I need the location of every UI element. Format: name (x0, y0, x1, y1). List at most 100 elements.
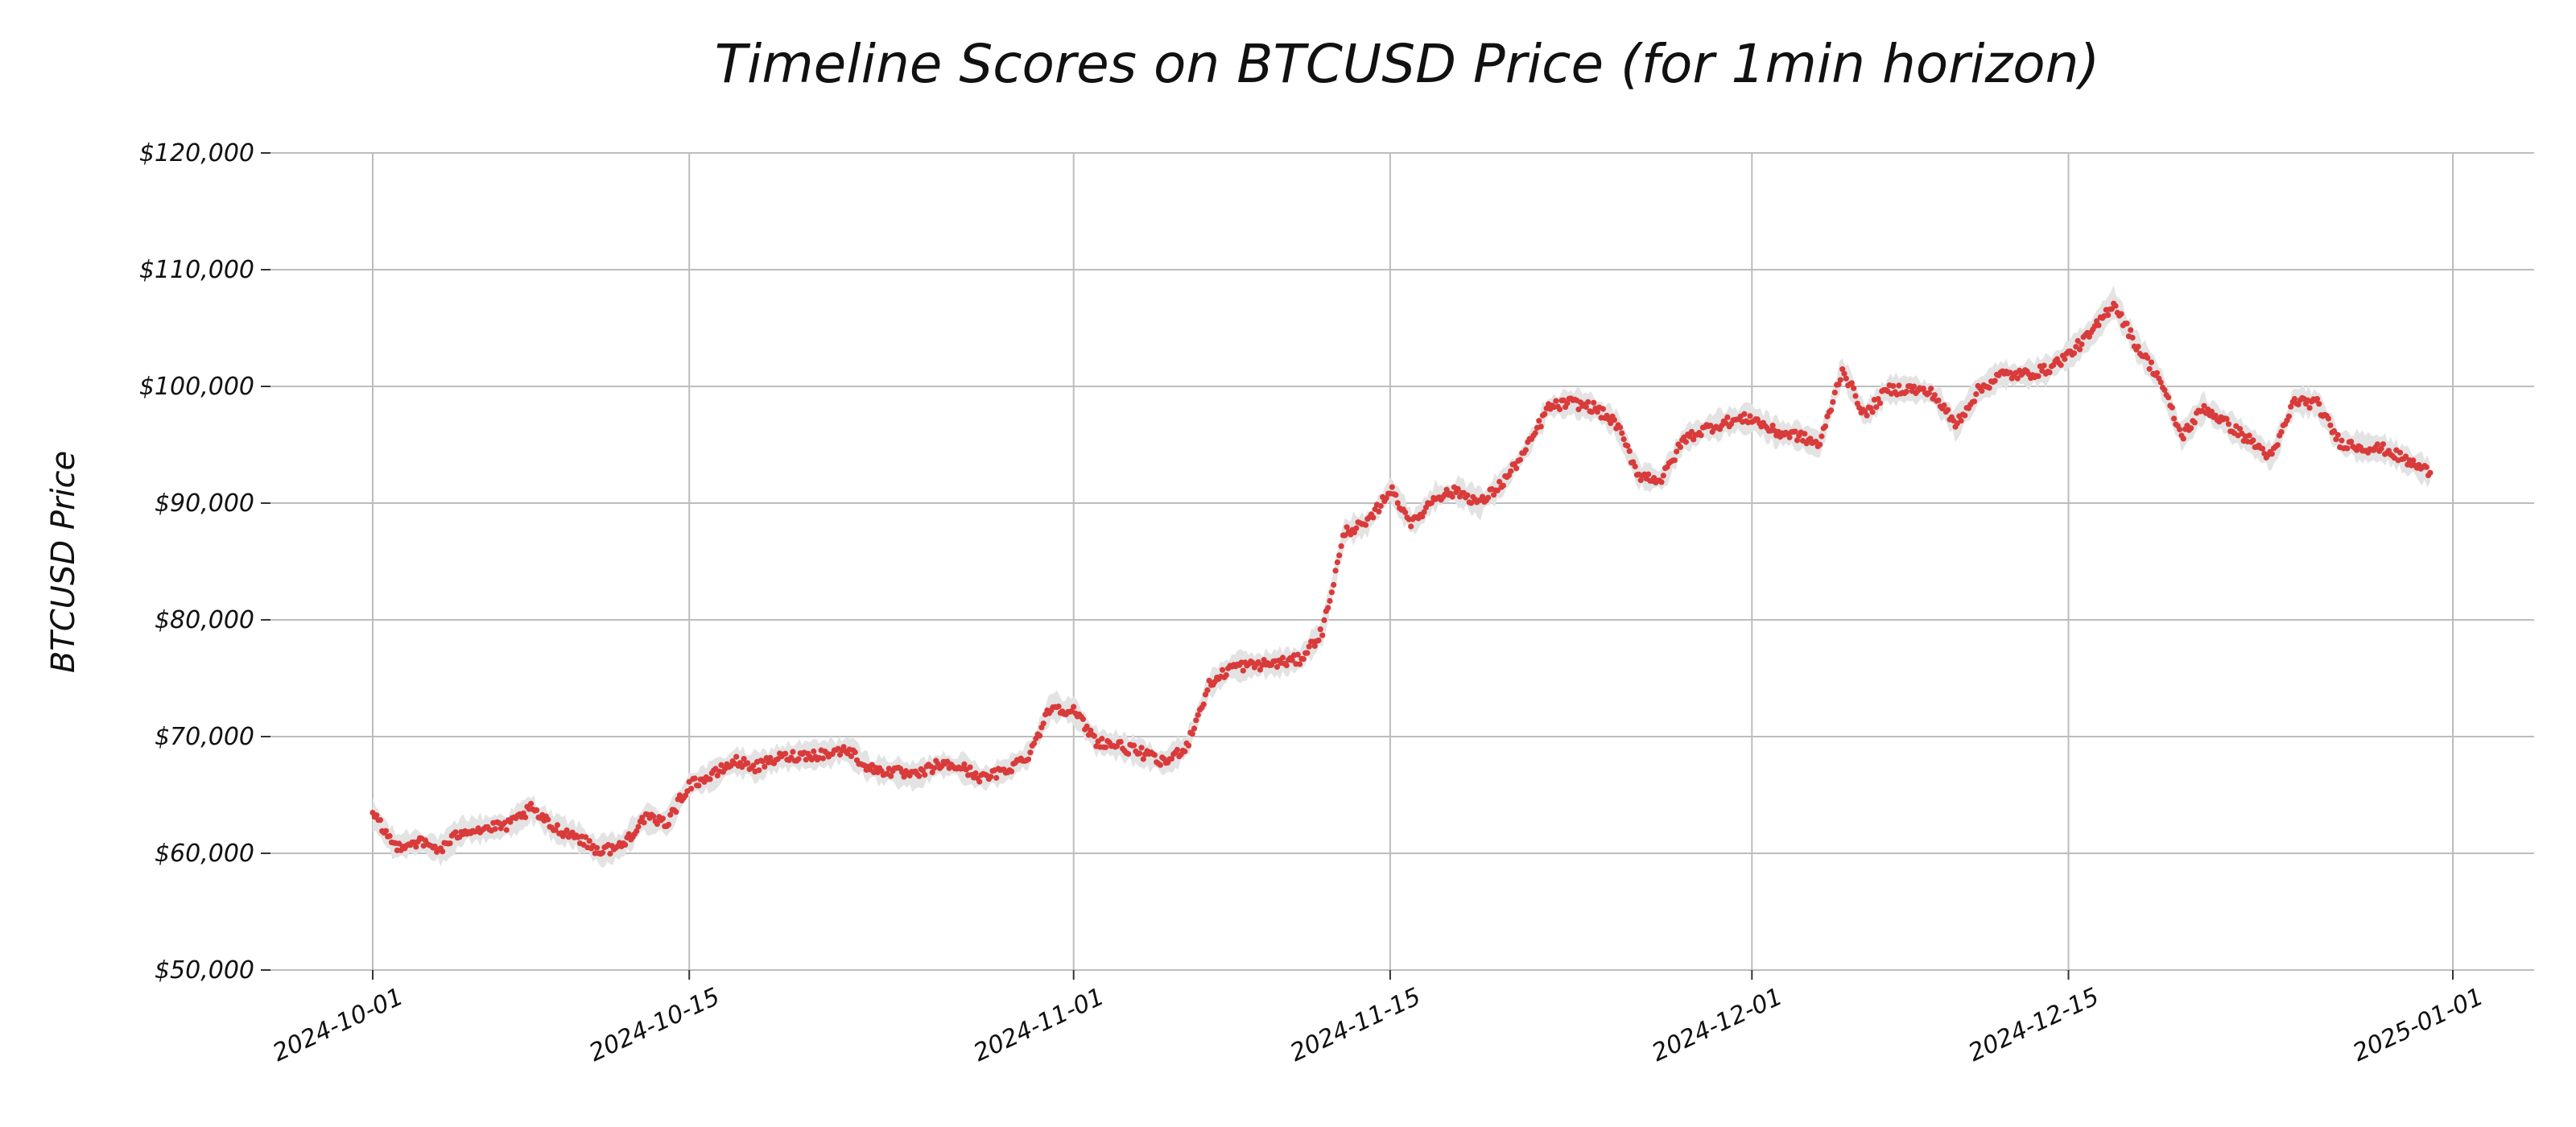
data-point (2201, 402, 2207, 409)
data-point-sample (2325, 415, 2332, 422)
x-tick-label: 2024-12-15 (1964, 983, 2103, 1067)
data-point-sample (600, 849, 606, 856)
data-point-sample (1383, 495, 1389, 502)
data-point-sample (2070, 350, 2078, 357)
data-point-sample (1362, 522, 1369, 528)
data-point-sample (2260, 445, 2266, 452)
data-point-sample (1848, 380, 1855, 386)
data-point-sample (2129, 334, 2136, 341)
data-point-sample (634, 828, 640, 834)
data-point-sample (1911, 383, 1918, 390)
data-point-sample (1283, 663, 1290, 669)
data-point-sample (2086, 333, 2092, 340)
data-point (1839, 366, 1846, 373)
data-point-sample (707, 776, 713, 782)
data-point-sample (1992, 378, 1998, 384)
data-point-sample (1941, 402, 1947, 409)
data-point-sample (1945, 407, 1951, 413)
data-point-sample (1831, 390, 1838, 396)
data-point-sample (795, 756, 802, 762)
data-point-sample (377, 817, 383, 824)
data-point-sample (976, 778, 983, 785)
data-point (2268, 451, 2275, 457)
data-point-sample (1823, 423, 1829, 430)
data-point-sample (1979, 388, 1985, 394)
data-point-sample (1294, 651, 1301, 658)
data-point-sample (1588, 409, 1595, 415)
data-point-sample (762, 763, 768, 770)
data-point-sample (1464, 492, 1471, 498)
data-point-sample (1962, 412, 1968, 419)
data-point (1206, 678, 1212, 684)
data-point (1455, 485, 1461, 493)
data-point-sample (741, 756, 747, 762)
data-point-sample (1408, 523, 1414, 530)
data-point-sample (386, 832, 393, 840)
data-point-sample (1926, 390, 1932, 396)
data-point-sample (2014, 375, 2021, 382)
data-point-sample (2058, 361, 2064, 369)
data-point-sample (1191, 725, 1198, 732)
data-point-sample (1536, 418, 1542, 424)
x-tick-label: 2024-10-15 (585, 983, 724, 1067)
data-point-sample (1317, 626, 1323, 633)
data-point-sample (1698, 432, 1704, 439)
data-point-sample (1971, 398, 1978, 405)
data-point-sample (2124, 320, 2130, 327)
data-point-sample (811, 748, 817, 755)
data-point-sample (2396, 449, 2404, 456)
data-point-sample (654, 821, 661, 828)
data-point-sample (1837, 377, 1843, 383)
data-point-sample (2306, 405, 2313, 411)
data-point-sample (1174, 746, 1180, 753)
data-point-sample (2077, 346, 2083, 353)
data-point-sample (852, 749, 858, 756)
data-point-sample (1389, 484, 1395, 490)
data-point-sample (2423, 464, 2429, 470)
data-point-sample (1289, 657, 1295, 663)
data-point-sample (1279, 654, 1286, 661)
data-point-sample (1864, 412, 1870, 419)
data-point-sample (782, 750, 789, 757)
data-point-sample (1903, 388, 1909, 395)
data-point (1071, 704, 1077, 710)
y-tick-label: $100,000 (139, 373, 254, 401)
data-point-sample (1583, 403, 1589, 411)
data-point-sample (452, 829, 459, 836)
data-point-sample (659, 815, 667, 822)
data-point-sample (2334, 431, 2341, 438)
data-point-sample (1671, 457, 1678, 464)
data-point-sample (1306, 643, 1312, 650)
data-point-sample (440, 848, 446, 855)
data-point-sample (2145, 355, 2151, 361)
data-point-sample (2316, 401, 2322, 407)
data-point-sample (1311, 642, 1318, 650)
price-band-area (373, 285, 2430, 868)
data-point-sample (1325, 605, 1331, 611)
data-point-sample (2333, 436, 2339, 443)
data-point-sample (2112, 303, 2119, 309)
data-point-sample (2046, 369, 2053, 376)
data-point-sample (1428, 500, 1435, 506)
data-point-sample (1157, 762, 1163, 768)
data-point-sample (1690, 436, 1697, 443)
data-point-sample (1608, 420, 1614, 427)
data-point-sample (593, 844, 601, 851)
data-point-sample (1843, 375, 1849, 382)
data-point-sample (2274, 442, 2281, 448)
data-point-sample (682, 792, 689, 799)
data-point-sample (1986, 385, 1992, 391)
data-point-sample (1619, 430, 1625, 436)
data-point-sample (1315, 637, 1322, 644)
data-point-sample (819, 755, 826, 762)
data-point-sample (1091, 733, 1097, 739)
data-point-sample (2378, 445, 2384, 452)
data-point-sample (431, 843, 438, 850)
data-point-sample (1099, 736, 1105, 742)
data-point (528, 800, 535, 807)
data-point-sample (2135, 344, 2141, 350)
data-point (2291, 395, 2297, 402)
data-point-sample (1724, 414, 1731, 421)
data-point-sample (1542, 411, 1548, 417)
data-point-sample (691, 775, 698, 782)
